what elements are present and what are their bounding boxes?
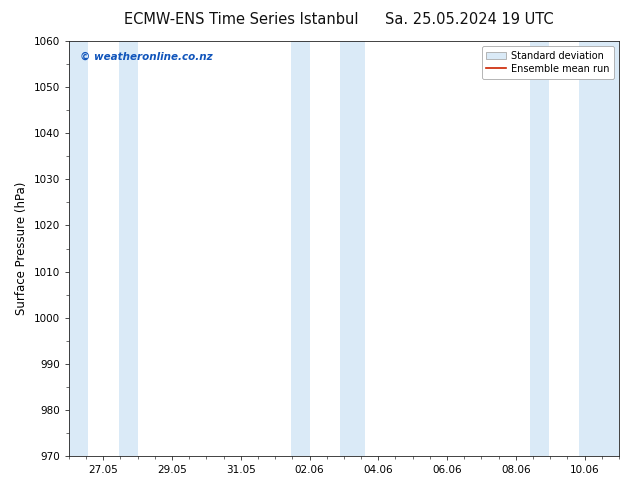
Text: ECMW-ENS Time Series Istanbul: ECMW-ENS Time Series Istanbul [124,12,358,27]
Bar [529,41,548,456]
Bar [579,41,619,456]
Text: © weatheronline.co.nz: © weatheronline.co.nz [80,51,212,61]
Y-axis label: Surface Pressure (hPa): Surface Pressure (hPa) [15,182,28,315]
Bar [69,41,87,456]
Bar [340,41,365,456]
Text: Sa. 25.05.2024 19 UTC: Sa. 25.05.2024 19 UTC [385,12,553,27]
Bar [290,41,309,456]
Legend: Standard deviation, Ensemble mean run: Standard deviation, Ensemble mean run [482,46,614,78]
Bar [119,41,138,456]
